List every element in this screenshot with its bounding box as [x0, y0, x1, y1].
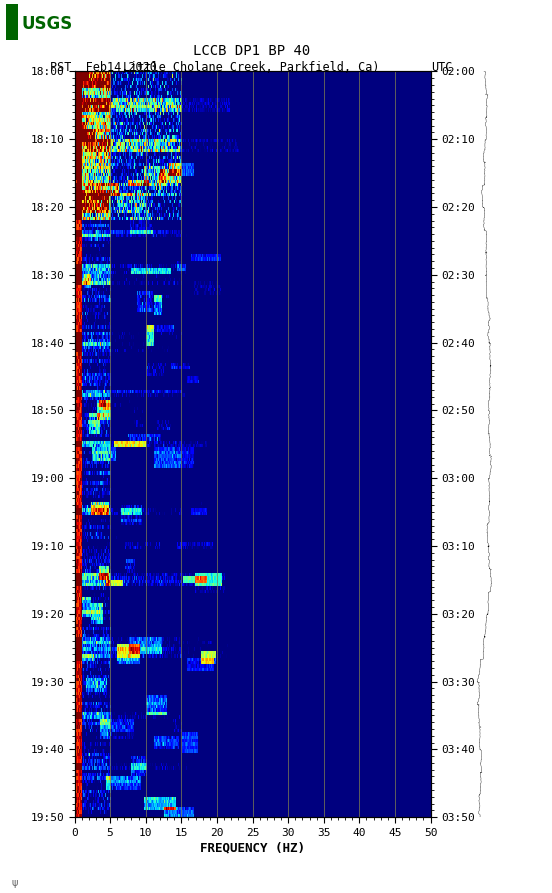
Text: PST  Feb14,2020: PST Feb14,2020: [50, 61, 157, 74]
Text: USGS: USGS: [22, 15, 72, 33]
Text: UTC: UTC: [431, 61, 452, 74]
X-axis label: FREQUENCY (HZ): FREQUENCY (HZ): [200, 842, 305, 855]
Text: LCCB DP1 BP 40: LCCB DP1 BP 40: [193, 44, 310, 58]
Bar: [6, 4, 18, 40]
Text: ψ: ψ: [11, 878, 18, 888]
Text: Little Cholane Creek, Parkfield, Ca): Little Cholane Creek, Parkfield, Ca): [123, 61, 379, 74]
